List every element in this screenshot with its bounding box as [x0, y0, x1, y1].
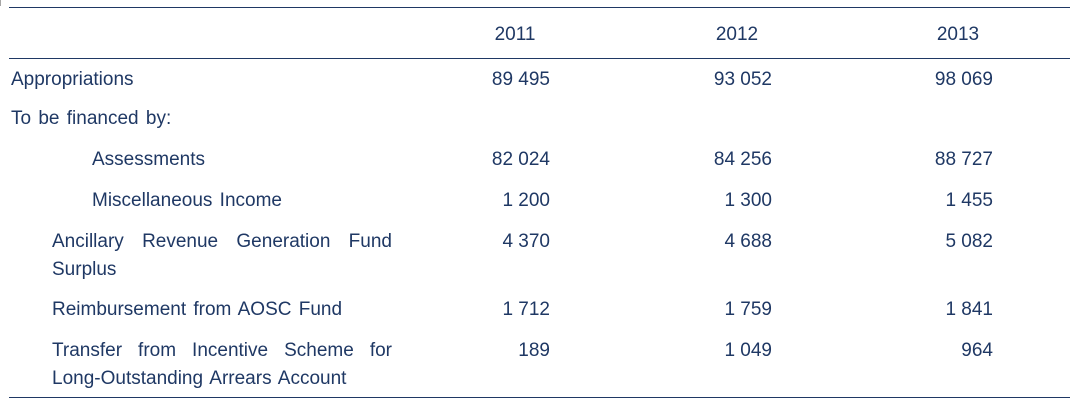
cell-2011: 1 200 [502, 190, 550, 211]
row-label: Assessments [92, 149, 205, 170]
header-rule [9, 58, 1070, 59]
row-label: To be financed by: [11, 108, 172, 129]
corner-mark [0, 0, 7, 6]
cell-2013: 1 455 [945, 190, 993, 211]
cell-2012: 1 049 [724, 340, 772, 361]
cell-2013: 1 841 [945, 299, 993, 320]
row-label: Transfer from Incentive Scheme for Long-… [52, 340, 392, 389]
cell-2012: 93 052 [713, 69, 772, 90]
cell-2011: 82 024 [491, 149, 550, 170]
column-header-2012: 2012 [715, 24, 759, 45]
cell-2011: 4 370 [502, 231, 550, 252]
cell-2013: 88 727 [934, 149, 993, 170]
row-label: Miscellaneous Income [92, 190, 282, 211]
table-top-rule [9, 7, 1070, 8]
cell-2012: 84 256 [713, 149, 772, 170]
cell-2012: 4 688 [724, 231, 772, 252]
cell-2013: 98 069 [934, 69, 993, 90]
row-label: Appropriations [11, 69, 134, 90]
row-label: Reimbursement from AOSC Fund [52, 299, 343, 320]
cell-2013: 964 [961, 340, 993, 361]
cell-2012: 1 759 [724, 299, 772, 320]
row-label: Ancillary Revenue Generation Fund Surplu… [52, 231, 392, 280]
cell-2011: 1 712 [502, 299, 550, 320]
column-header-2011: 2011 [494, 24, 536, 45]
table-bottom-rule [9, 397, 1070, 398]
column-header-2013: 2013 [936, 24, 980, 45]
cell-2011: 89 495 [491, 69, 550, 90]
cell-2011: 189 [518, 340, 550, 361]
cell-2013: 5 082 [945, 231, 993, 252]
cell-2012: 1 300 [724, 190, 772, 211]
